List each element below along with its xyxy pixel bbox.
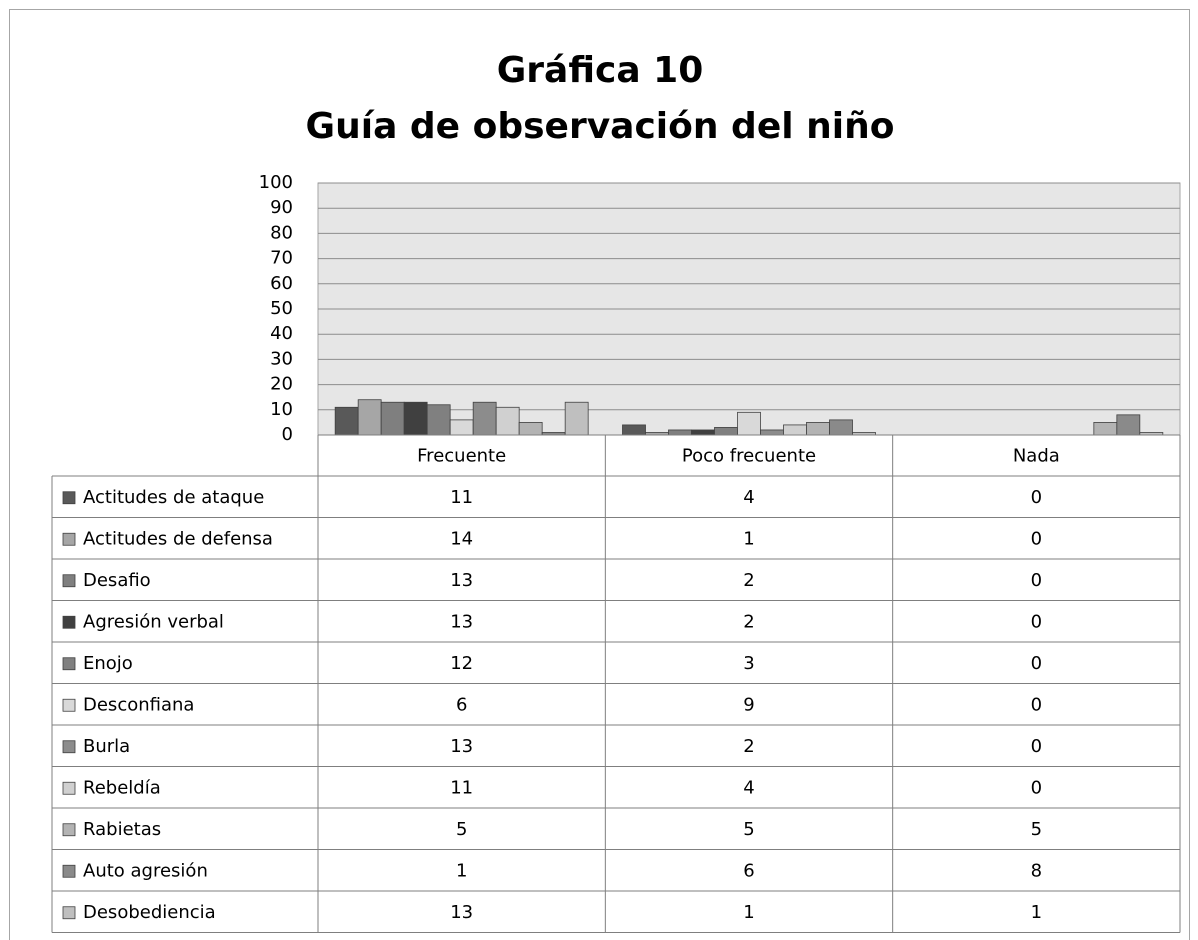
legend-swatch [62, 740, 76, 754]
bar [564, 401, 589, 436]
table-value: 0 [1031, 528, 1042, 549]
legend-label: Enojo [83, 653, 133, 674]
bar [357, 399, 382, 436]
legend-label: Burla [83, 736, 130, 757]
chart-title: Gráfica 10 [497, 50, 704, 91]
bar [426, 404, 451, 436]
table-value: 0 [1031, 487, 1042, 508]
x-tick-label: Frecuente [417, 446, 506, 467]
table-value: 2 [743, 570, 754, 591]
table-value: 13 [450, 570, 473, 591]
table-value: 13 [450, 736, 473, 757]
bar [449, 419, 474, 436]
bar [1116, 414, 1141, 436]
y-tick-label: 50 [270, 298, 293, 319]
bar [806, 421, 830, 436]
table-value: 0 [1031, 736, 1042, 757]
table-value: 1 [456, 860, 467, 881]
legend-swatch [62, 906, 76, 920]
y-tick-label: 40 [270, 323, 293, 344]
table-value: 0 [1031, 694, 1042, 715]
table-value: 13 [450, 902, 473, 923]
bar [668, 429, 692, 436]
bar [495, 406, 520, 436]
bar [783, 424, 807, 436]
bar [760, 429, 784, 436]
bar [829, 419, 853, 436]
bar [714, 427, 738, 436]
legend-swatch [62, 823, 76, 837]
table-value: 2 [743, 736, 754, 757]
table-value: 1 [743, 902, 754, 923]
legend-swatch [62, 615, 76, 629]
y-tick-label: 90 [270, 197, 293, 218]
table-value: 11 [450, 777, 473, 798]
table-value: 0 [1031, 653, 1042, 674]
legend-label: Rabietas [83, 819, 161, 840]
x-tick-label: Nada [1013, 446, 1060, 467]
table-value: 12 [450, 653, 473, 674]
table-value: 9 [743, 694, 754, 715]
bar [472, 401, 497, 436]
y-tick-label: 60 [270, 273, 293, 294]
bar [737, 411, 761, 436]
bar [1093, 421, 1118, 436]
bar [691, 429, 715, 436]
y-tick-label: 100 [259, 172, 293, 193]
table-value: 2 [743, 611, 754, 632]
chart-subtitle: Guía de observación del niño [306, 106, 895, 147]
legend-label: Actitudes de ataque [83, 487, 264, 508]
bar [334, 406, 359, 436]
table-value: 0 [1031, 611, 1042, 632]
y-tick-label: 70 [270, 248, 293, 269]
bar [403, 401, 428, 436]
table-value: 0 [1031, 570, 1042, 591]
table-value: 11 [450, 487, 473, 508]
legend-label: Actitudes de defensa [83, 528, 273, 549]
chart-border [9, 9, 1190, 940]
legend-swatch [62, 491, 76, 505]
table-value: 1 [1031, 902, 1042, 923]
bar [380, 401, 405, 436]
y-tick-label: 80 [270, 222, 293, 243]
table-value: 13 [450, 611, 473, 632]
table-value: 5 [743, 819, 754, 840]
table-value: 3 [743, 653, 754, 674]
legend-swatch [62, 698, 76, 712]
table-value: 8 [1031, 860, 1042, 881]
y-tick-label: 20 [270, 374, 293, 395]
y-tick-label: 30 [270, 348, 293, 369]
legend-label: Desobediencia [83, 902, 216, 923]
bar [622, 424, 646, 436]
legend-swatch [62, 657, 76, 671]
x-tick-label: Poco frecuente [682, 446, 816, 467]
y-tick-label: 10 [270, 399, 293, 420]
legend-label: Desconfiana [83, 694, 194, 715]
table-value: 0 [1031, 777, 1042, 798]
table-value: 6 [456, 694, 467, 715]
table-value: 5 [1031, 819, 1042, 840]
legend-label: Desafio [83, 570, 151, 591]
table-value: 5 [456, 819, 467, 840]
legend-label: Auto agresión [83, 860, 208, 881]
legend-label: Rebeldía [83, 777, 161, 798]
legend-label: Agresión verbal [83, 611, 224, 632]
legend-swatch [62, 532, 76, 546]
table-value: 4 [743, 777, 754, 798]
legend-swatch [62, 864, 76, 878]
table-value: 4 [743, 487, 754, 508]
bar [518, 421, 543, 436]
y-tick-label: 0 [282, 424, 293, 445]
table-value: 14 [450, 528, 473, 549]
legend-swatch [62, 574, 76, 588]
table-value: 1 [743, 528, 754, 549]
table-value: 6 [743, 860, 754, 881]
legend-swatch [62, 781, 76, 795]
